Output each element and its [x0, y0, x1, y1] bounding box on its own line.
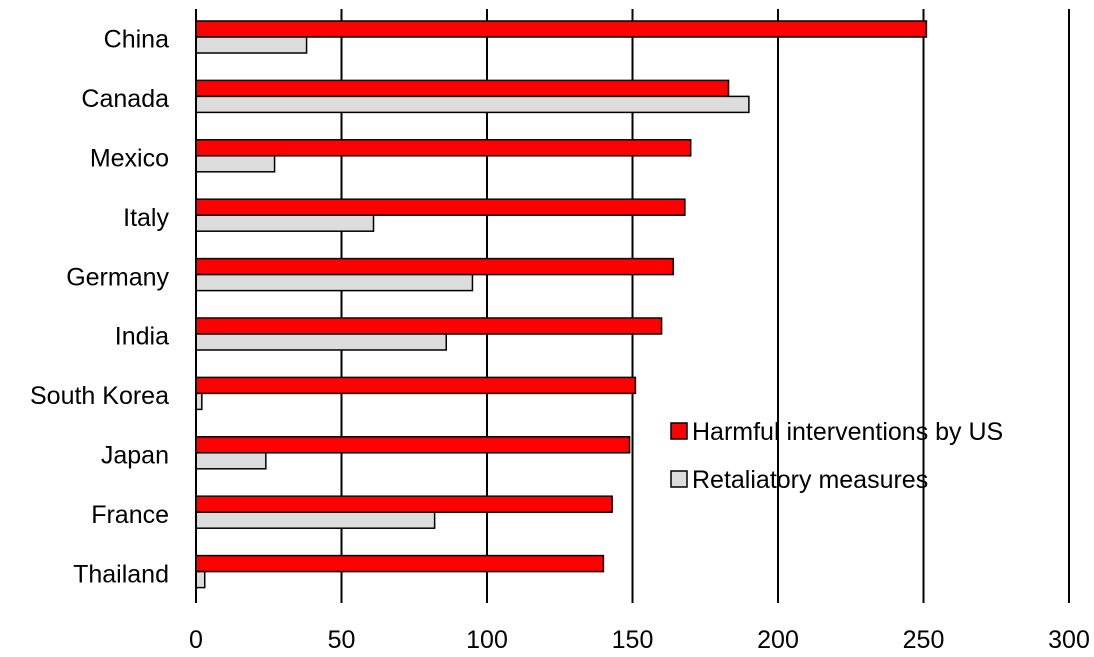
category-label: Mexico — [90, 145, 169, 173]
legend: Harmful interventions by US Retaliatory … — [670, 418, 1003, 494]
category-label: India — [115, 323, 169, 351]
bar-retaliatory-germany — [195, 273, 474, 292]
x-tick-label: 300 — [1048, 626, 1090, 654]
category-label: Japan — [101, 442, 169, 470]
category-label: Canada — [81, 85, 169, 113]
legend-swatch-retaliatory — [670, 470, 688, 488]
legend-swatch-harmful — [670, 422, 688, 440]
category-label: South Korea — [30, 382, 169, 410]
bar-harmful-italy — [195, 198, 686, 216]
bars — [195, 20, 928, 589]
bar-retaliatory-canada — [195, 95, 750, 114]
bar-harmful-france — [195, 495, 613, 513]
bar-retaliatory-japan — [195, 452, 267, 470]
category-label: Thailand — [73, 560, 169, 588]
x-tick-label: 150 — [612, 626, 654, 654]
x-tick-labels: 0 50 100 150 200 250 300 — [189, 626, 1090, 654]
category-label: Italy — [123, 204, 169, 232]
bar-harmful-mexico — [195, 139, 692, 157]
legend-label-harmful: Harmful interventions by US — [692, 418, 1003, 446]
bar-retaliatory-india — [195, 333, 448, 351]
category-labels: China Canada Mexico Italy Germany India South … — [30, 26, 169, 589]
x-tick-label: 200 — [757, 626, 799, 654]
bar-retaliatory-france — [195, 511, 436, 529]
bar-harmful-thailand — [195, 554, 605, 573]
bar-retaliatory-thailand — [195, 570, 206, 589]
bar-harmful-india — [195, 317, 663, 335]
legend-label-retaliatory: Retaliatory measures — [692, 466, 928, 494]
x-tick-label: 0 — [189, 626, 203, 654]
x-tick-label: 100 — [466, 626, 508, 654]
bar-harmful-south-korea — [195, 376, 637, 395]
category-label: China — [104, 26, 169, 54]
category-label: Germany — [66, 263, 169, 291]
bar-retaliatory-italy — [195, 214, 375, 232]
bar-retaliatory-mexico — [195, 155, 276, 173]
bar-harmful-canada — [195, 79, 730, 98]
bar-harmful-germany — [195, 257, 674, 276]
bar-retaliatory-china — [195, 36, 308, 54]
x-tick-label: 250 — [903, 626, 945, 654]
category-label: France — [91, 501, 169, 529]
bar-harmful-china — [195, 20, 928, 38]
bar-harmful-japan — [195, 436, 631, 454]
x-tick-label: 50 — [328, 626, 356, 654]
